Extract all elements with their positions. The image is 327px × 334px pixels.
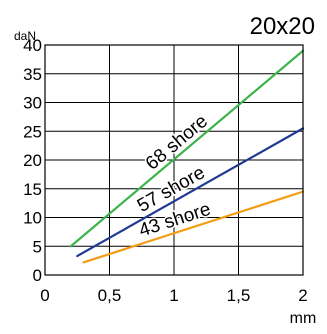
y-axis-label: daN xyxy=(14,29,36,43)
plot-border xyxy=(44,44,304,276)
series-line-68-shore xyxy=(69,49,305,248)
series-label-68-shore: 68 shore xyxy=(142,111,212,175)
x-tick-label-4: 2 xyxy=(298,286,307,305)
y-tick-label-0: 0 xyxy=(33,266,42,285)
x-tick-label-3: 1,5 xyxy=(227,286,251,305)
axes xyxy=(44,44,304,276)
y-tick-label-1: 5 xyxy=(33,237,42,256)
x-axis-label: mm xyxy=(290,310,317,327)
x-tick-label-0: 0 xyxy=(40,286,49,305)
series-line-57-shore xyxy=(76,127,305,258)
chart-title: 20x20 xyxy=(250,13,315,40)
y-tick-label-2: 10 xyxy=(23,209,42,228)
y-tick-label-8: 40 xyxy=(23,36,42,55)
series-lines xyxy=(69,49,305,264)
y-tick-label-6: 30 xyxy=(23,94,42,113)
y-tick-label-7: 35 xyxy=(23,65,42,84)
x-tick-label-2: 1 xyxy=(169,286,178,305)
x-tick-label-1: 0,5 xyxy=(98,286,122,305)
y-tick-label-3: 15 xyxy=(23,180,42,199)
y-tick-label-5: 25 xyxy=(23,122,42,141)
series-line-43-shore xyxy=(82,190,305,264)
y-tick-label-4: 20 xyxy=(23,151,42,170)
